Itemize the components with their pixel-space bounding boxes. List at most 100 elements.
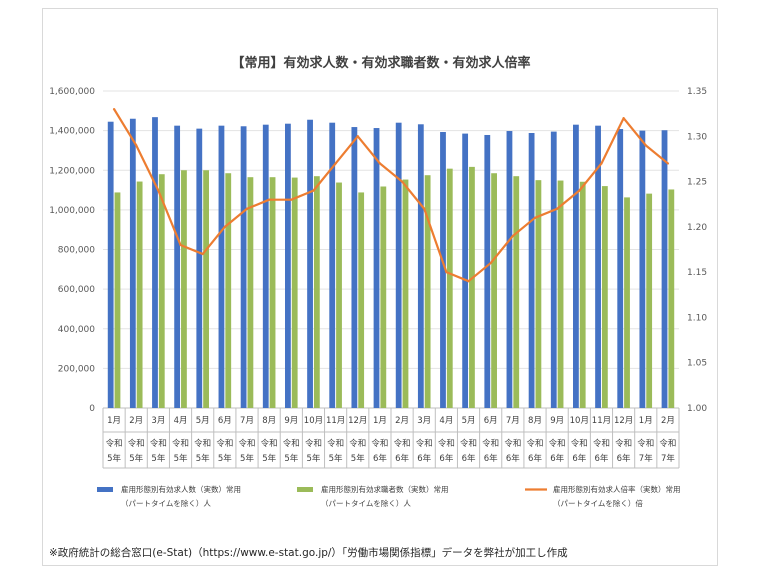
bar-job-openings	[329, 122, 336, 408]
x-era-label: 令和	[438, 438, 455, 449]
line-point	[179, 243, 182, 247]
legend-label: 雇用形態別有効求人倍率（実数）常用	[553, 484, 681, 494]
x-year-label: 6年	[572, 453, 586, 464]
bar-job-openings	[639, 130, 646, 408]
x-month-label: 12月	[614, 416, 633, 426]
line-point	[600, 162, 603, 165]
bar-job-seekers	[535, 180, 542, 408]
chart-title: 【常用】有効求人数・有効求職者数・有効求人倍率	[231, 55, 530, 71]
y-left-tick-label: 1,000,000	[49, 206, 95, 216]
bar-job-seekers	[225, 173, 232, 408]
x-year-label: 7年	[661, 453, 675, 464]
bar-job-seekers	[513, 176, 520, 408]
line-point	[356, 135, 359, 138]
x-month-label: 3月	[151, 416, 165, 426]
line-point	[334, 162, 337, 165]
x-year-label: 5年	[262, 453, 276, 464]
bar-job-seekers	[646, 193, 653, 408]
bar-job-seekers	[491, 173, 497, 408]
x-era-label: 令和	[571, 438, 588, 449]
x-era-label: 令和	[482, 438, 499, 449]
x-year-label: 6年	[373, 453, 387, 464]
bar-job-openings	[218, 125, 225, 408]
legend-label: 雇用形態別有効求人数（実数）常用	[121, 484, 241, 494]
bar-job-openings	[373, 128, 380, 408]
x-year-label: 6年	[395, 453, 409, 464]
line-point	[312, 189, 315, 192]
bar-job-seekers	[469, 166, 475, 408]
x-year-label: 6年	[528, 453, 542, 464]
line-point	[157, 189, 160, 192]
bar-job-openings	[262, 124, 269, 409]
x-era-label: 令和	[261, 438, 278, 449]
x-era-label: 令和	[349, 438, 366, 449]
y-right-tick-label: 1.20	[687, 223, 707, 233]
x-month-label: 8月	[262, 416, 276, 426]
bar-job-seekers	[136, 181, 143, 408]
bar-job-seekers	[424, 175, 431, 408]
legend: 雇用形態別有効求人数（実数）常用 （パートタイムを除く）人 雇用形態別有効求職者数（…	[97, 484, 681, 508]
bar-job-seekers	[557, 180, 564, 408]
x-year-label: 5年	[174, 453, 188, 464]
line-point	[666, 162, 670, 165]
bar-job-openings	[573, 124, 579, 409]
x-year-label: 5年	[307, 453, 321, 464]
bar-job-seekers	[158, 174, 165, 408]
y-left-tick-label: 1,400,000	[49, 127, 95, 137]
x-month-label: 6月	[218, 416, 232, 426]
line-ratio	[113, 108, 669, 283]
x-year-label: 7年	[639, 453, 653, 464]
line-point	[400, 180, 404, 183]
source-note: ※政府統計の総合窓口(e-Stat)（https://www.e-stat.go…	[49, 546, 568, 559]
x-month-label: 7月	[240, 416, 254, 426]
legend-label-sub: （パートタイムを除く）人	[321, 498, 411, 508]
x-year-label: 6年	[506, 453, 520, 464]
bar-job-seekers	[313, 176, 320, 408]
y-left-tick-label: 1,600,000	[49, 87, 95, 97]
line-point	[467, 280, 470, 283]
bar-job-seekers	[380, 186, 387, 408]
x-month-label: 10月	[304, 416, 323, 426]
x-year-label: 6年	[462, 453, 476, 464]
line-point	[290, 198, 293, 201]
bar-job-openings	[351, 127, 358, 408]
x-month-label: 12月	[348, 416, 367, 426]
bar-job-seekers	[624, 197, 630, 408]
line-point	[578, 189, 581, 192]
x-era-label: 令和	[216, 438, 233, 449]
line-point	[445, 271, 448, 274]
bar-job-openings	[506, 131, 513, 408]
x-era-label: 令和	[305, 438, 322, 449]
y-right-tick-label: 1.15	[687, 268, 707, 278]
y-right-tick-label: 1.00	[687, 404, 707, 414]
line-point	[489, 261, 492, 265]
line-point	[245, 207, 249, 210]
legend-swatch	[297, 487, 313, 492]
x-era-label: 令和	[615, 438, 632, 449]
x-era-label: 令和	[460, 438, 477, 449]
bar-job-seekers	[269, 177, 276, 408]
line-point	[644, 144, 647, 147]
x-year-label: 5年	[329, 453, 343, 464]
line-point	[223, 225, 226, 228]
x-era-label: 令和	[150, 438, 167, 449]
x-year-label: 6年	[617, 453, 631, 464]
bar-job-openings	[196, 128, 203, 409]
x-era-label: 令和	[549, 438, 566, 449]
x-month-label: 2月	[395, 416, 409, 426]
bar-job-seekers	[668, 189, 675, 408]
y-right-tick-label: 1.35	[687, 87, 707, 97]
x-month-label: 11月	[592, 416, 611, 426]
x-year-label: 5年	[240, 453, 254, 464]
bar-job-openings	[240, 126, 247, 409]
y-left-tick-label: 800,000	[58, 246, 95, 256]
x-year-label: 6年	[417, 453, 431, 464]
y-axis-right: 1.00 1.05 1.10 1.15 1.20 1.25 1.30 1.35	[687, 87, 707, 414]
y-right-tick-label: 1.25	[687, 178, 707, 188]
bar-job-openings	[395, 122, 402, 408]
chart-frame: 【常用】有効求人数・有効求職者数・有効求人倍率 0 200,000 400,000 6…	[42, 8, 718, 566]
y-right-tick-label: 1.10	[687, 313, 707, 323]
x-year-label: 5年	[351, 453, 365, 464]
x-era-label: 令和	[106, 438, 123, 449]
x-month-label: 9月	[284, 416, 298, 426]
